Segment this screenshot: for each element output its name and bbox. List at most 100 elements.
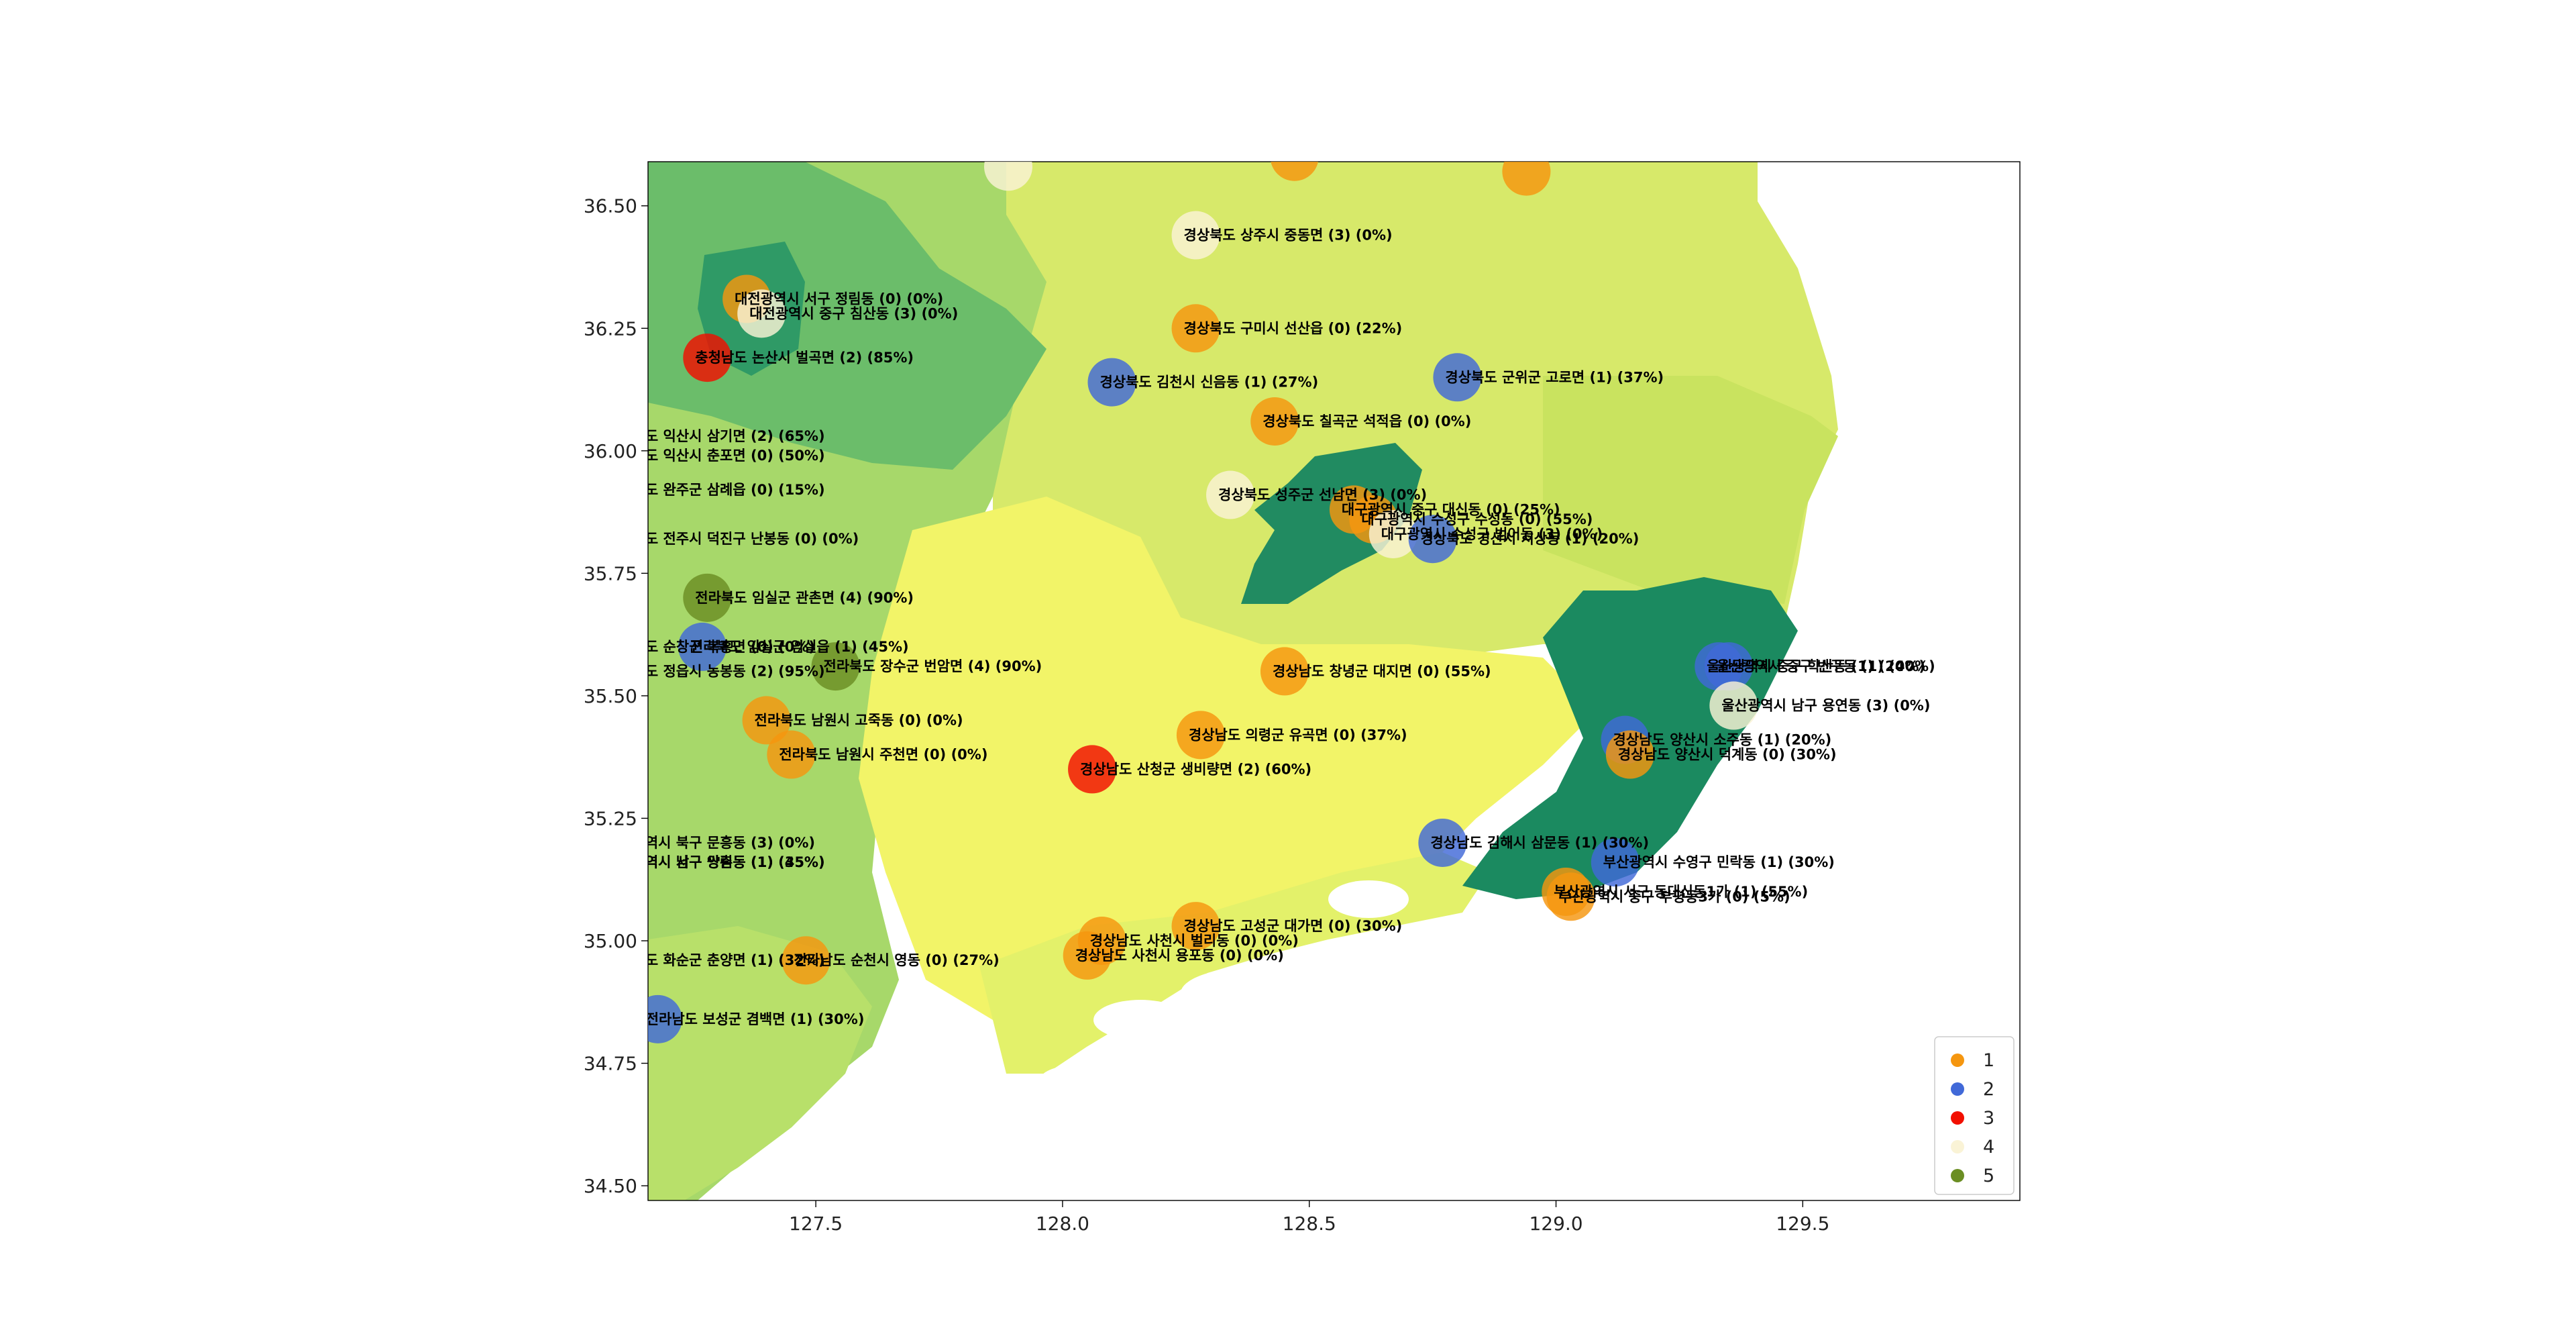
scatter-point xyxy=(1176,711,1225,760)
y-tick-label: 36.25 xyxy=(584,317,637,340)
scatter-point xyxy=(1068,745,1117,794)
coastline-islands xyxy=(1006,162,2020,1200)
scatter-point xyxy=(594,838,643,886)
point-label: 대구광역시 수성구 수성동 (0) (55%) xyxy=(1361,511,1593,527)
point-label: 부산광역시 중구 부평동3가 (0) (5%) xyxy=(1559,888,1790,905)
x-tick-label: 129.5 xyxy=(1776,1213,1829,1235)
scatter-point xyxy=(1418,818,1467,867)
point-label: 전라북도 순창군 복흥면 (0) (0%) xyxy=(606,639,815,655)
y-tick-label: 35.00 xyxy=(584,930,637,952)
point-label: 경상남도 고성군 대가면 (0) (30%) xyxy=(1184,918,1403,934)
scatter-point xyxy=(1250,397,1299,446)
point-label: 경상북도 군위군 고로면 (1) (37%) xyxy=(1445,369,1664,385)
point-label: 전라북도 임실군 임실읍 (1) (45%) xyxy=(690,639,909,655)
land-region-southwest xyxy=(648,926,872,1200)
point-label: 전라남도 순천시 영동 (0) (27%) xyxy=(794,952,999,968)
y-tick-label: 34.75 xyxy=(584,1053,637,1075)
point-label: 울산광역시 중구 학산동 (1) (20%) xyxy=(1707,658,1925,674)
point-label: 경상북도 상주시 중동면 (3) (0%) xyxy=(1184,227,1393,244)
point-label: 대전광역시 서구 정림동 (0) (0%) xyxy=(735,291,943,307)
y-tick-label: 35.50 xyxy=(584,685,637,707)
point-label: 전라북도 완주군 삼례읍 (0) (15%) xyxy=(606,482,825,498)
point-label: 전라북도 익산시 춘포면 (0) (50%) xyxy=(606,448,825,464)
point-label: 경상북도 김천시 신음동 (1) (27%) xyxy=(1099,374,1318,391)
point-label: 전라북도 전주시 덕진구 난봉동 (0) (0%) xyxy=(606,531,859,547)
axis-ticks: 127.5 128.0 128.5 129.0 129.5 34.50 34.75 35.00… xyxy=(584,195,1830,1235)
point-labels: 경상북도 상주시 중동면 (3) (0%) 대전광역시 서구 정림동 (0) (0… xyxy=(606,227,1935,1027)
scatter-point xyxy=(678,622,727,671)
point-label: 전라북도 익산시 삼기면 (2) (65%) xyxy=(606,428,825,444)
scatter-point xyxy=(1171,902,1220,951)
x-tick-label: 128.5 xyxy=(1283,1213,1336,1235)
y-tick-label: 35.25 xyxy=(584,807,637,829)
scatter-point xyxy=(594,515,643,563)
point-label: 충청남도 논산시 벌곡면 (2) (85%) xyxy=(695,350,914,366)
scatter-point xyxy=(1433,353,1482,402)
scatter-point xyxy=(1171,304,1220,353)
scatter-point xyxy=(1087,358,1136,407)
scatter-point xyxy=(1368,509,1417,558)
scatter-point xyxy=(782,936,830,985)
scatter-point xyxy=(1260,647,1309,696)
scatter-point xyxy=(1502,162,1551,196)
point-label: 전라북도 정읍시 농봉동 (2) (95%) xyxy=(606,663,825,679)
point-label: 전라북도 임실군 관촌면 (4) (90%) xyxy=(695,590,914,606)
y-tick-label: 35.75 xyxy=(584,562,637,584)
x-tick-label: 128.0 xyxy=(1036,1213,1089,1235)
point-label: 부산광역시 수영구 민락동 (1) (30%) xyxy=(1603,854,1835,870)
plot-frame xyxy=(647,161,2021,1201)
scatter-point xyxy=(683,573,732,622)
legend-marker xyxy=(1951,1082,1964,1096)
point-label: 경상남도 창녕군 대지면 (0) (55%) xyxy=(1273,663,1491,679)
scatter-point xyxy=(1408,515,1457,564)
land-region-east-coast xyxy=(1543,376,1838,604)
scatter-point xyxy=(1704,642,1753,691)
scatter-point xyxy=(1206,470,1255,519)
point-label: 부산광역시 서구 동대신동1가 (1) (55%) xyxy=(1554,884,1808,900)
point-label: 경상북도 성주군 선남면 (3) (0%) xyxy=(1218,487,1427,503)
legend-marker xyxy=(1951,1054,1964,1067)
legend-marker xyxy=(1951,1140,1964,1153)
point-label: 전라남도 화순군 춘양면 (1) (32%) xyxy=(606,952,825,968)
scatter-point xyxy=(594,623,643,671)
scatter-point xyxy=(811,642,860,691)
y-tick-label: 36.00 xyxy=(584,440,637,462)
point-label: 경상남도 양산시 소주동 (1) (20%) xyxy=(1613,732,1832,748)
x-tick-label: 127.5 xyxy=(789,1213,843,1235)
land-region-northwest-highlands xyxy=(648,162,1046,470)
point-label: 대구광역시 수성구 범어동 (3) (0%) xyxy=(1381,526,1603,542)
scatter-point xyxy=(1709,681,1758,730)
point-label: 전라북도 남원시 고죽동 (0) (0%) xyxy=(755,712,963,728)
point-label: 경상북도 구미시 선산읍 (0) (22%) xyxy=(1184,320,1403,336)
point-label: 전라북도 장수군 번암면 (4) (90%) xyxy=(824,658,1042,674)
point-label: 광주광역시 북구 문흥동 (3) (0%) xyxy=(606,835,815,851)
point-label: 광주광역시 서구 쌍촌동 (1) (35%) xyxy=(606,854,825,870)
point-label: 경상남도 사천시 용포동 (0) (0%) xyxy=(1075,947,1284,964)
y-tick-label: 36.50 xyxy=(584,195,637,217)
scatter-point xyxy=(767,730,816,779)
land-region-daegu xyxy=(1241,443,1422,604)
scatter-point xyxy=(1605,730,1654,779)
point-label: 경상북도 경산시 서상동 (1) (20%) xyxy=(1421,531,1640,547)
scatter-points xyxy=(594,162,1758,1043)
scatter-point xyxy=(594,838,643,886)
point-label: 경상남도 산청군 생비량면 (2) (60%) xyxy=(1080,761,1311,777)
point-label: 경상남도 의령군 유곡면 (0) (37%) xyxy=(1189,727,1407,743)
scatter-point xyxy=(1546,872,1595,921)
point-label: 울산광역시 중구 반구동 (1) (40%) xyxy=(1717,658,1935,674)
legend-box xyxy=(1934,1036,2015,1195)
point-label: 경상남도 양산시 덕계동 (0) (30%) xyxy=(1618,747,1837,763)
legend: 1 2 3 4 5 xyxy=(1934,1036,2015,1195)
point-label: 대전광역시 중구 침산동 (3) (0%) xyxy=(749,305,958,321)
scatter-point xyxy=(984,162,1032,191)
scatter-point xyxy=(1591,838,1640,887)
scatter-point xyxy=(737,289,786,338)
scatter-point xyxy=(1063,931,1112,980)
scatter-point xyxy=(1271,162,1318,181)
scatter-point xyxy=(1171,211,1220,260)
scatter-point xyxy=(648,994,682,1043)
scatter-point xyxy=(683,334,732,382)
legend-label: 5 xyxy=(1983,1166,1994,1186)
scatter-point xyxy=(742,696,791,745)
